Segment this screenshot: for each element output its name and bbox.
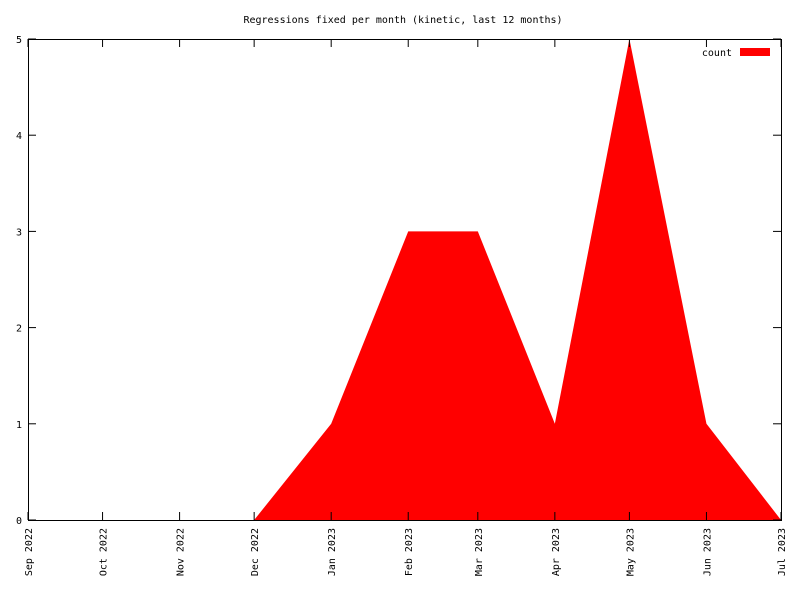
y-tick-label: 5 <box>16 35 22 46</box>
x-tick-label: May 2023 <box>625 528 636 576</box>
legend-label: count <box>702 48 732 59</box>
y-tick-label: 2 <box>16 324 22 335</box>
x-tick-label: Nov 2022 <box>176 528 187 576</box>
x-tick-label: Apr 2023 <box>551 528 562 576</box>
x-tick-label: Jan 2023 <box>327 528 338 576</box>
y-tick-label: 1 <box>16 420 22 431</box>
x-tick-label: Oct 2022 <box>99 528 110 576</box>
x-tick-label: Jul 2023 <box>777 528 788 576</box>
x-tick-label: Jun 2023 <box>702 528 713 576</box>
plot-border <box>28 39 782 521</box>
x-tick-label: Feb 2023 <box>404 528 415 576</box>
plot-area <box>254 39 782 520</box>
y-tick-label: 4 <box>16 131 22 142</box>
y-tick-label: 3 <box>16 227 22 238</box>
y-tick-label: 0 <box>16 516 22 527</box>
x-tick-label: Dec 2022 <box>250 528 261 576</box>
area <box>254 39 782 520</box>
chart-title: Regressions fixed per month (kinetic, la… <box>243 15 562 26</box>
legend-swatch <box>740 48 770 56</box>
x-tick-label: Sep 2022 <box>24 528 35 576</box>
x-tick-label: Mar 2023 <box>474 528 485 576</box>
